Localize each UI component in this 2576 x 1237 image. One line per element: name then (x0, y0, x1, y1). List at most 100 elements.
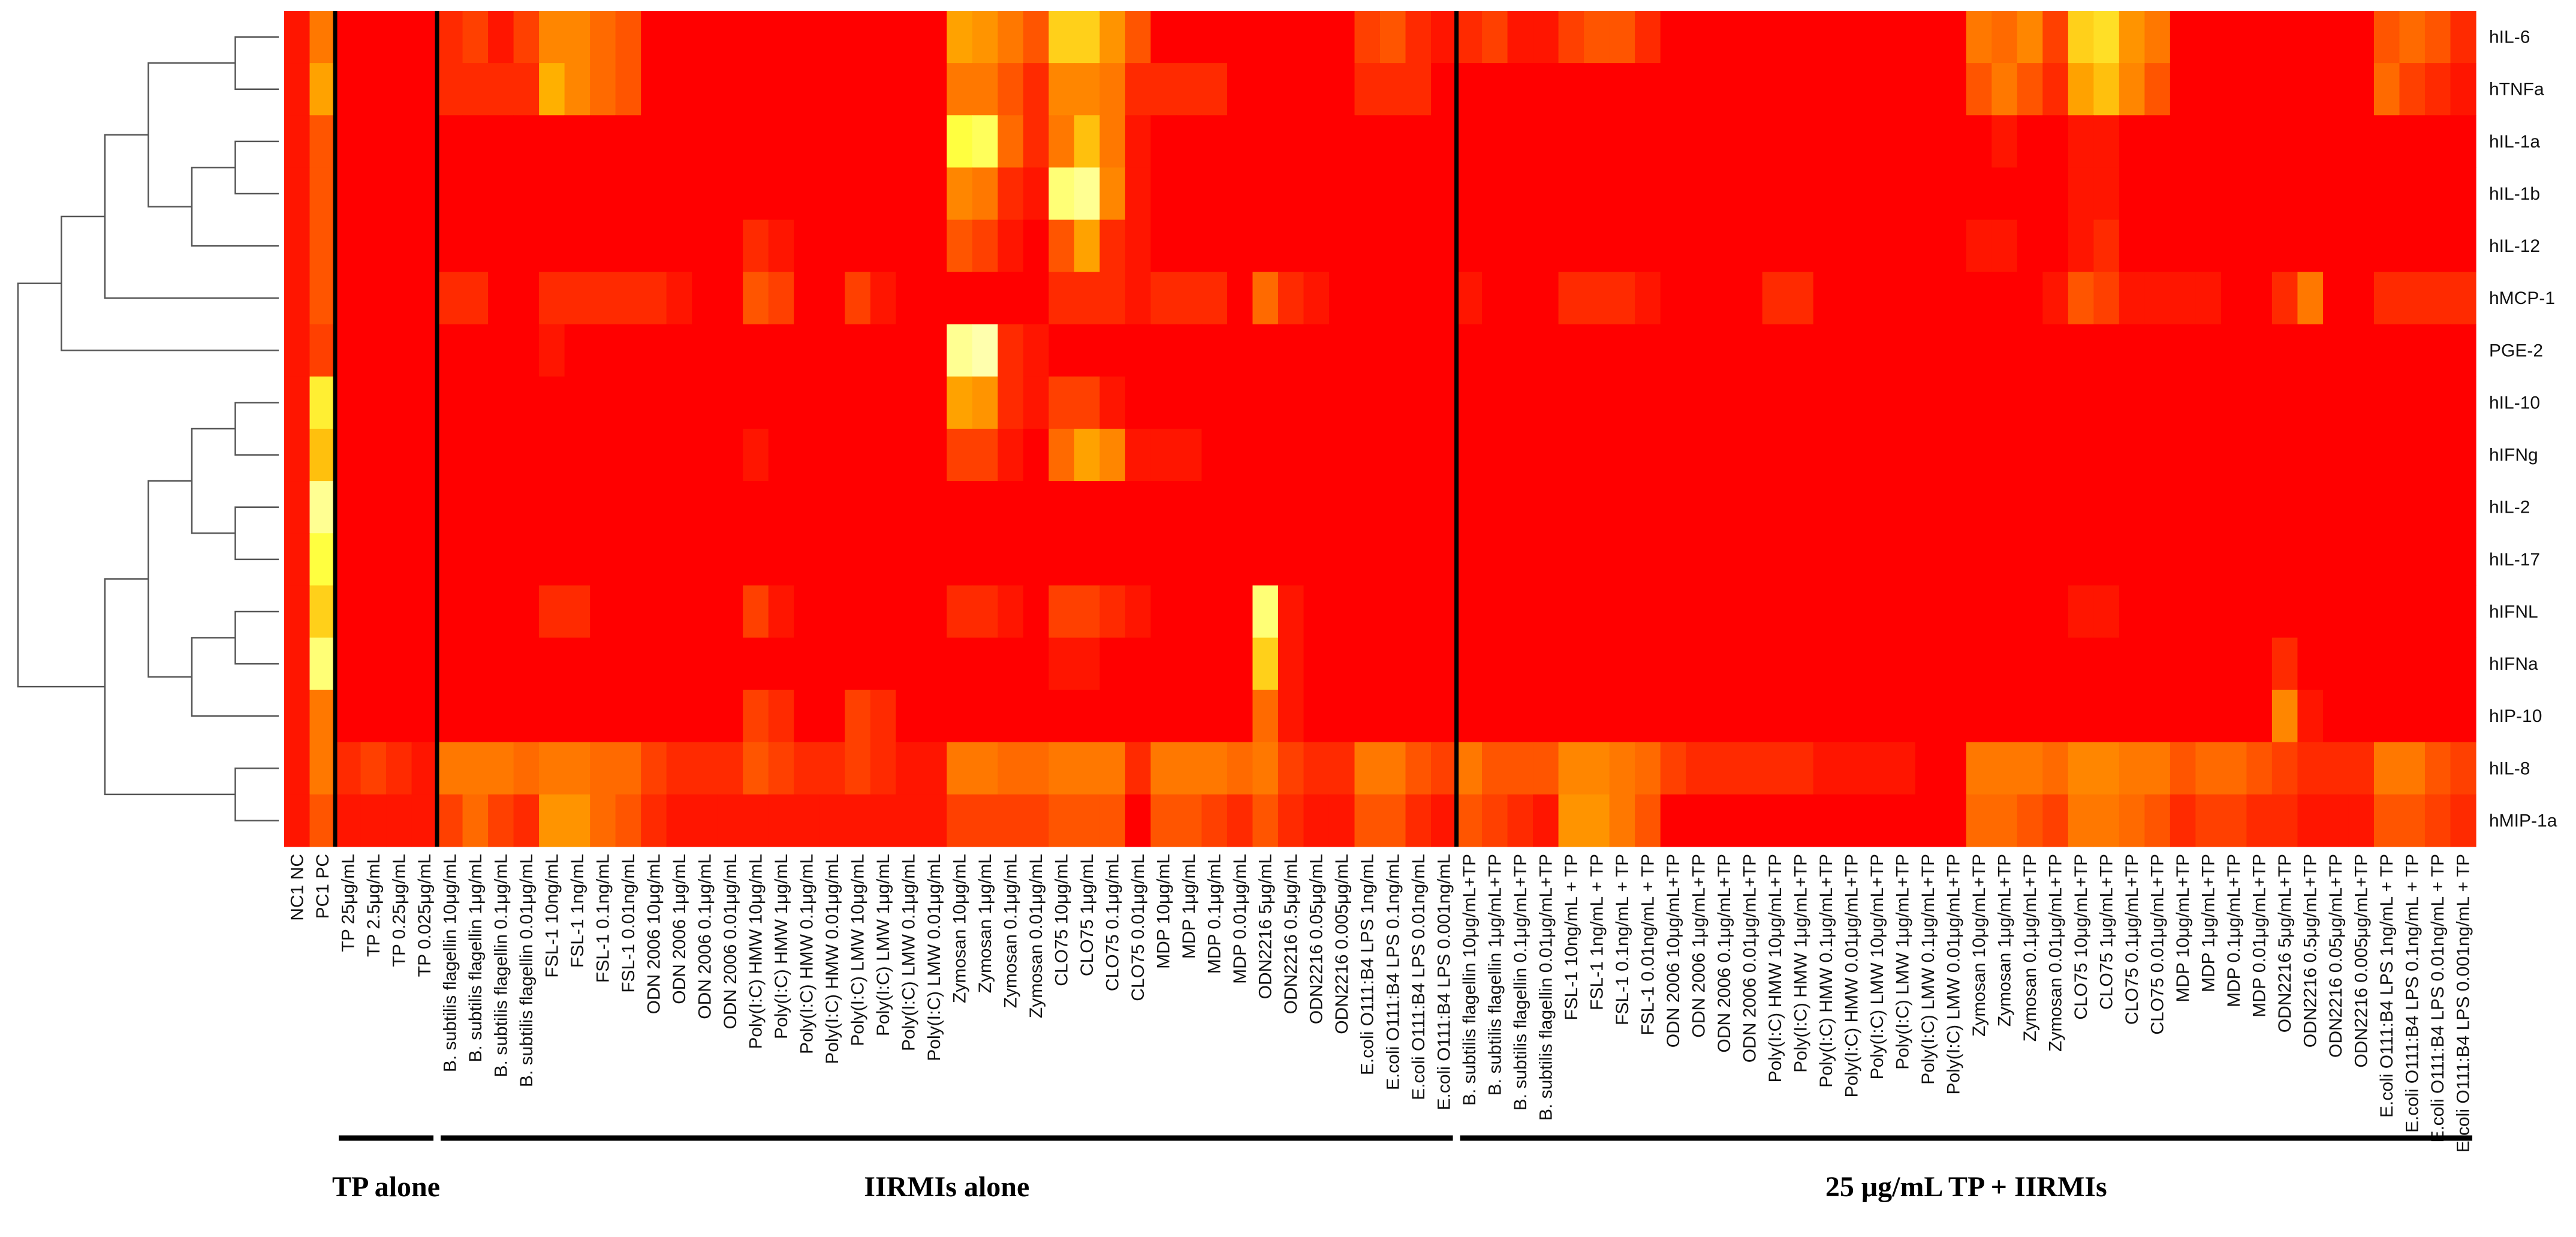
heatmap-cell (1227, 115, 1254, 168)
heatmap-cell (1125, 481, 1151, 534)
heatmap-cell (590, 219, 616, 273)
heatmap-cell (972, 324, 998, 377)
heatmap-cell (2017, 219, 2043, 273)
heatmap-cell (1099, 272, 1126, 325)
heatmap-cell (1762, 115, 1788, 168)
heatmap-cell (335, 167, 361, 221)
heatmap-cell (1991, 376, 2018, 429)
heatmap-cell (2195, 481, 2222, 534)
heatmap-cell (615, 219, 641, 273)
heatmap-cell (972, 219, 998, 273)
row-label: hIL-1b (2489, 184, 2540, 204)
heatmap-cell (768, 11, 794, 64)
heatmap-cell (998, 429, 1024, 481)
heatmap-cell (309, 533, 336, 586)
heatmap-cell (309, 115, 336, 168)
heatmap-cell (1303, 63, 1330, 116)
heatmap-cell (2017, 272, 2043, 325)
heatmap-cell (2042, 11, 2069, 64)
heatmap-cell (1762, 690, 1788, 743)
heatmap-cell (768, 324, 794, 377)
heatmap-cell (1328, 376, 1355, 429)
heatmap-cell (386, 115, 412, 168)
heatmap-cell (1074, 690, 1100, 743)
heatmap-cell (1380, 115, 1406, 168)
heatmap-cell (2322, 481, 2349, 534)
heatmap-cell (1150, 533, 1177, 586)
heatmap-cell (564, 742, 590, 795)
heatmap-cell (2450, 481, 2476, 534)
heatmap-cell (1813, 11, 1839, 64)
heatmap-cell (386, 429, 412, 481)
column-label: Poly(I:C) HMW 10μg/mL (746, 854, 766, 1049)
heatmap-cell (2450, 115, 2476, 168)
heatmap-cell (1864, 794, 1890, 847)
heatmap-cell (1125, 63, 1151, 116)
heatmap-cell (1991, 167, 2018, 221)
heatmap-cell (2271, 376, 2298, 429)
heatmap-cell (921, 324, 947, 377)
heatmap-cell (1303, 794, 1330, 847)
heatmap-cell (1711, 219, 1737, 273)
column-label: MDP 0.01μg/mL+TP (2250, 854, 2270, 1018)
heatmap-cell (998, 272, 1024, 325)
heatmap-cell (2246, 533, 2273, 586)
heatmap-cell (896, 272, 922, 325)
heatmap-cell (1405, 376, 1432, 429)
heatmap-cell (1405, 637, 1432, 691)
heatmap-cell (1507, 167, 1533, 221)
heatmap-cell (284, 376, 311, 429)
heatmap-cell (768, 742, 794, 795)
heatmap-cell (1354, 690, 1381, 743)
heatmap-cell (2170, 690, 2196, 743)
heatmap-cell (1023, 272, 1049, 325)
heatmap-cell (819, 481, 845, 534)
heatmap-cell (1558, 585, 1584, 639)
heatmap-cell (1456, 167, 1483, 221)
heatmap-cell (2450, 63, 2476, 116)
heatmap-cell (564, 167, 590, 221)
heatmap-cell (1431, 585, 1457, 639)
heatmap-cell (1890, 376, 1916, 429)
heatmap-cell (845, 429, 871, 481)
heatmap-cell (692, 481, 718, 534)
heatmap-cell (692, 742, 718, 795)
heatmap-cell (1405, 794, 1432, 847)
heatmap-cell (2348, 324, 2375, 377)
heatmap-cell (1380, 167, 1406, 221)
heatmap-cell (309, 481, 336, 534)
heatmap-cell (1049, 324, 1075, 377)
heatmap-cell (335, 429, 361, 481)
heatmap-cell (2297, 63, 2324, 116)
heatmap-cell (1839, 429, 1865, 481)
heatmap-cell (870, 11, 896, 64)
heatmap-cell (2399, 272, 2426, 325)
heatmap-cell (743, 376, 769, 429)
heatmap-cell (1533, 794, 1559, 847)
heatmap-cell (488, 11, 514, 64)
heatmap-cell (2144, 481, 2171, 534)
heatmap-cell (1176, 794, 1203, 847)
heatmap-cell (615, 11, 641, 64)
heatmap-cell (1227, 167, 1254, 221)
heatmap-cell (641, 219, 667, 273)
heatmap-cell (1966, 272, 1992, 325)
heatmap-cell (1660, 63, 1686, 116)
heatmap-cell (2093, 794, 2120, 847)
heatmap-cell (1328, 481, 1355, 534)
heatmap-cell (1558, 794, 1584, 847)
heatmap-cell (1737, 429, 1763, 481)
heatmap-cell (1380, 742, 1406, 795)
heatmap-cell (2144, 115, 2171, 168)
heatmap-cell (539, 637, 565, 691)
heatmap-cell (2042, 272, 2069, 325)
heatmap-cell (1533, 690, 1559, 743)
heatmap-cell (1507, 324, 1533, 377)
heatmap-cell (1023, 324, 1049, 377)
heatmap-cell (1711, 481, 1737, 534)
heatmap-cell (666, 115, 692, 168)
heatmap-cell (947, 637, 973, 691)
heatmap-cell (590, 742, 616, 795)
heatmap-cell (2399, 219, 2426, 273)
heatmap-cell (2450, 11, 2476, 64)
